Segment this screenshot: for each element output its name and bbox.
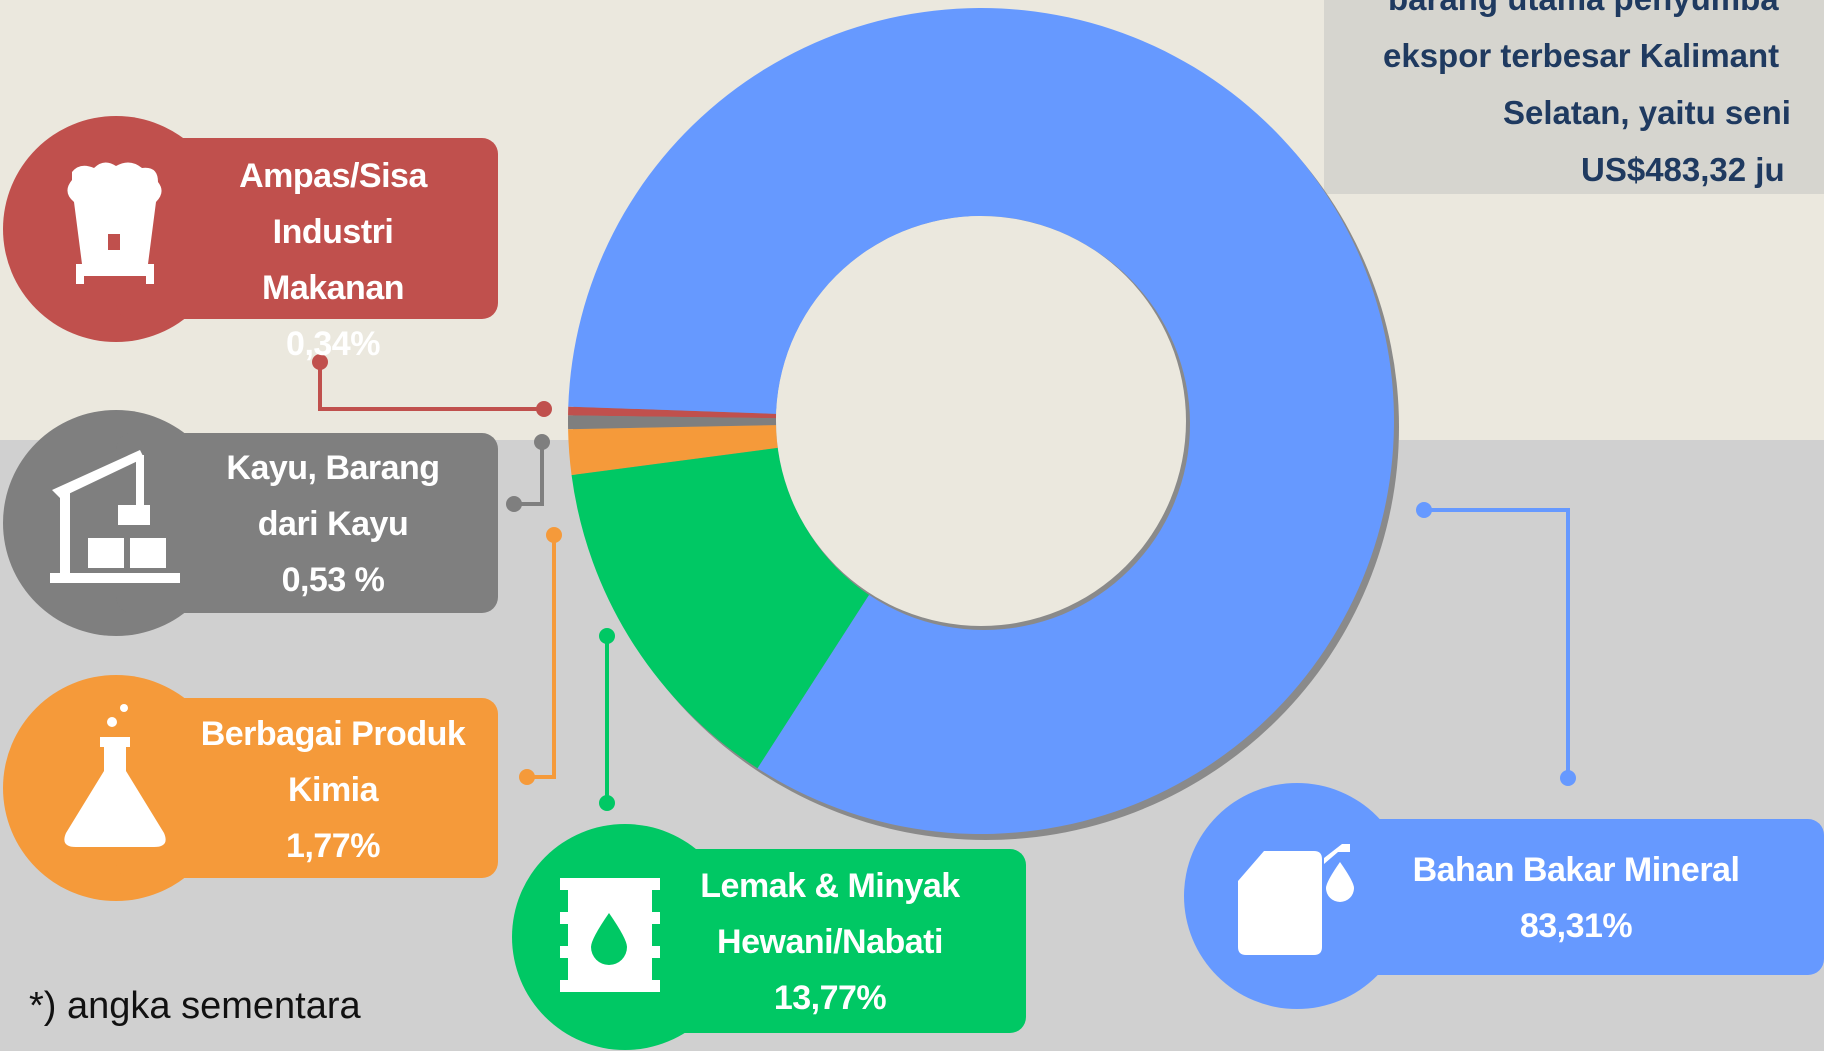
connector-dot (599, 795, 615, 811)
icons (50, 162, 1354, 992)
badge-label: Kayu, Barang dari Kayu 0,53 % (198, 440, 468, 608)
icon-flask (64, 737, 166, 847)
icon-drop (591, 913, 627, 965)
connector (514, 442, 544, 506)
footnote: *) angka sementara (29, 985, 361, 1027)
connector-dot (534, 434, 550, 450)
donut-slice (568, 8, 1395, 835)
note-line: barang utama penyumba (1388, 0, 1779, 17)
donut-slice (568, 415, 777, 430)
note: barang utama penyumba ekspor terbesar Kal… (1383, 0, 1791, 188)
icon-food (67, 162, 162, 284)
icon-drop (1326, 862, 1354, 902)
connector (527, 535, 556, 779)
category-name: Ampas/Sisa Industri Makanan (239, 157, 427, 307)
badge-box (116, 698, 498, 878)
note-line: ekspor terbesar Kalimant (1383, 37, 1779, 74)
icon-spout (1324, 844, 1350, 864)
donut-slice (571, 447, 871, 769)
icon-bubble (120, 704, 128, 712)
icon-bubble (107, 717, 117, 727)
connectors (312, 354, 1576, 811)
value-label: 0,53 % (281, 561, 385, 599)
connector-dot (506, 496, 522, 512)
donut (568, 8, 1395, 835)
icon-food-detail (108, 234, 120, 250)
value-label: 0,34% (286, 325, 380, 363)
badge-label: Bahan Bakar Mineral 83,31% (1376, 842, 1776, 954)
category-name: Lemak & Minyak Hewani/Nabati (700, 867, 960, 961)
category-name: Berbagai Produk Kimia (200, 715, 466, 809)
connector-dot (312, 354, 328, 370)
note-line: US$483,32 ju (1581, 151, 1785, 188)
value-label: 13,77% (773, 979, 887, 1017)
note-box (1324, 0, 1824, 194)
category-name: Kayu, Barang dari Kayu (226, 449, 440, 543)
badge-box (625, 849, 1026, 1033)
connector (1424, 508, 1570, 778)
badge-label: Lemak & Minyak Hewani/Nabati 13,77% (680, 858, 980, 1026)
icon-crane (50, 450, 180, 583)
connector-dot (536, 401, 552, 417)
connector-dot (519, 769, 535, 785)
value-label: 1,77% (286, 827, 380, 865)
connector-dot (1416, 502, 1432, 518)
connector-dot (546, 527, 562, 543)
badge-box (1297, 819, 1824, 975)
value-label: 83,31% (1519, 907, 1633, 945)
badge-box (116, 433, 498, 613)
donut-slice (568, 425, 778, 476)
connector-dot (599, 628, 615, 644)
category-name: Bahan Bakar Mineral (1412, 851, 1740, 889)
badge-box (116, 138, 498, 319)
donut-hole-top (776, 216, 981, 421)
icon-can (1238, 851, 1322, 955)
connector-dot (1560, 770, 1576, 786)
badge-label: Ampas/Sisa Industri Makanan 0,34% (198, 148, 468, 372)
note-line: Selatan, yaitu seni (1503, 94, 1791, 131)
donut-slice (568, 406, 777, 419)
badge-label: Berbagai Produk Kimia 1,77% (198, 706, 468, 874)
connector (318, 362, 544, 411)
